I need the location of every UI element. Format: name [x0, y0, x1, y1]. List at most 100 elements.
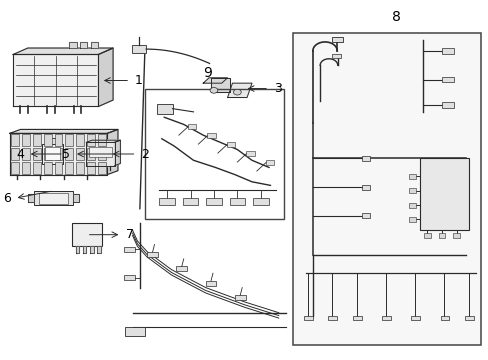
- Polygon shape: [203, 78, 227, 83]
- Bar: [11, 148, 19, 160]
- Bar: [131, 45, 146, 53]
- Circle shape: [210, 87, 217, 93]
- Bar: [438, 233, 445, 238]
- Text: 9: 9: [203, 66, 211, 80]
- Bar: [55, 148, 62, 160]
- Bar: [410, 316, 419, 320]
- Bar: [11, 134, 19, 146]
- Text: 6: 6: [3, 192, 11, 205]
- Bar: [98, 162, 105, 174]
- Bar: [183, 198, 198, 205]
- Bar: [55, 134, 62, 146]
- Bar: [65, 162, 73, 174]
- Polygon shape: [10, 130, 118, 134]
- Bar: [441, 102, 453, 108]
- Bar: [229, 198, 244, 205]
- Polygon shape: [90, 246, 93, 253]
- Bar: [98, 148, 105, 160]
- Bar: [65, 134, 73, 146]
- Bar: [123, 275, 134, 280]
- Bar: [125, 327, 144, 336]
- Bar: [408, 203, 415, 208]
- Text: 2: 2: [141, 148, 149, 161]
- Bar: [328, 316, 337, 320]
- Bar: [43, 148, 52, 160]
- Circle shape: [233, 89, 241, 95]
- Bar: [265, 159, 274, 165]
- Bar: [43, 134, 52, 146]
- Bar: [76, 148, 84, 160]
- Polygon shape: [114, 140, 120, 166]
- Polygon shape: [75, 246, 79, 253]
- Bar: [332, 54, 341, 58]
- Bar: [87, 148, 95, 160]
- Bar: [293, 33, 480, 345]
- Polygon shape: [86, 140, 120, 142]
- Polygon shape: [10, 134, 107, 175]
- Polygon shape: [28, 194, 34, 202]
- Bar: [89, 147, 111, 157]
- Bar: [187, 124, 196, 129]
- Bar: [22, 148, 30, 160]
- Polygon shape: [13, 54, 98, 107]
- Bar: [45, 138, 61, 144]
- Bar: [252, 198, 268, 205]
- Bar: [441, 48, 453, 54]
- Bar: [205, 281, 216, 286]
- Bar: [33, 134, 41, 146]
- Bar: [22, 134, 30, 146]
- Polygon shape: [13, 48, 113, 54]
- Bar: [34, 192, 73, 205]
- Bar: [33, 148, 41, 160]
- Bar: [45, 147, 60, 159]
- Bar: [206, 198, 221, 205]
- Polygon shape: [210, 78, 229, 92]
- Bar: [87, 134, 95, 146]
- Bar: [33, 162, 41, 174]
- Bar: [72, 223, 102, 246]
- Bar: [408, 174, 415, 179]
- Bar: [76, 134, 84, 146]
- Bar: [441, 77, 453, 82]
- Bar: [245, 150, 254, 156]
- Bar: [157, 104, 172, 114]
- Bar: [43, 162, 52, 174]
- Bar: [352, 316, 361, 320]
- Bar: [226, 141, 235, 147]
- Bar: [440, 316, 448, 320]
- Bar: [98, 134, 105, 146]
- Bar: [147, 252, 158, 257]
- Bar: [408, 188, 415, 193]
- Bar: [361, 213, 369, 219]
- Bar: [123, 247, 134, 252]
- Polygon shape: [80, 41, 87, 48]
- Bar: [234, 295, 245, 300]
- Bar: [39, 193, 68, 204]
- Bar: [207, 133, 216, 138]
- Polygon shape: [86, 142, 114, 166]
- Polygon shape: [98, 48, 113, 107]
- Bar: [11, 162, 19, 174]
- Bar: [144, 89, 283, 220]
- Text: 7: 7: [126, 228, 134, 241]
- Polygon shape: [73, 194, 79, 202]
- Bar: [332, 37, 343, 42]
- Bar: [423, 233, 430, 238]
- Bar: [176, 266, 187, 271]
- Bar: [452, 233, 459, 238]
- Text: 3: 3: [273, 82, 281, 95]
- Bar: [87, 162, 95, 174]
- Bar: [381, 316, 390, 320]
- Text: 5: 5: [62, 148, 70, 161]
- Polygon shape: [90, 41, 98, 48]
- Text: 1: 1: [135, 74, 142, 87]
- Bar: [55, 162, 62, 174]
- Polygon shape: [227, 83, 251, 98]
- Bar: [361, 156, 369, 161]
- Text: 4: 4: [16, 148, 24, 161]
- Polygon shape: [107, 130, 118, 175]
- Bar: [159, 198, 175, 205]
- Polygon shape: [97, 246, 101, 253]
- Polygon shape: [69, 41, 76, 48]
- Bar: [304, 316, 312, 320]
